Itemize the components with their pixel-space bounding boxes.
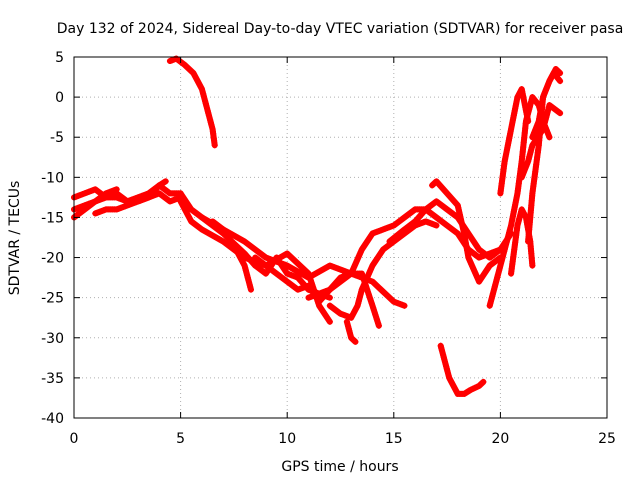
series-markers: [529, 66, 564, 141]
ticks: 0 5 10 15 20 25 5 0 -5 -10 -15 -20 -25 -30 -35 -40: [41, 50, 616, 447]
x-tick-label: 10: [278, 431, 296, 447]
series-markers: [437, 342, 487, 397]
series-sat-v: [529, 66, 564, 141]
series-markers: [177, 190, 408, 309]
series-sat-o: [429, 178, 504, 285]
y-tick-label: -25: [41, 291, 64, 307]
x-axis-label: GPS time / hours: [281, 459, 398, 475]
series-markers: [343, 318, 359, 345]
plot-frame: [73, 56, 608, 419]
series-layer: [71, 55, 564, 397]
series-sat-u: [518, 102, 564, 181]
series-markers: [166, 55, 218, 149]
y-tick-label: -40: [41, 411, 64, 427]
y-tick-label: -35: [41, 371, 64, 387]
y-tick-label: -10: [41, 170, 64, 186]
y-tick-label: 5: [55, 50, 64, 66]
x-tick-label: 15: [385, 431, 403, 447]
series-markers: [497, 86, 532, 197]
series-sat-m: [343, 318, 359, 345]
series-markers: [209, 218, 254, 293]
x-tick-label: 25: [598, 431, 616, 447]
series-markers: [518, 102, 564, 181]
series-sat-c: [71, 186, 120, 221]
series-sat-p: [437, 342, 487, 397]
series-sat-d: [92, 178, 169, 217]
series-markers: [429, 178, 504, 285]
x-tick-label: 5: [176, 431, 185, 447]
series-sat-n: [386, 198, 504, 261]
x-tick-label: 20: [491, 431, 509, 447]
y-tick-label: -15: [41, 210, 64, 226]
y-tick-label: -5: [50, 130, 64, 146]
series-sat-i: [209, 218, 254, 293]
series-markers: [92, 178, 169, 217]
x-tick-label: 0: [70, 431, 79, 447]
y-tick-label: 0: [55, 90, 64, 106]
y-axis-label: SDTVAR / TECUs: [7, 181, 23, 296]
chart-title: Day 132 of 2024, Sidereal Day-to-day VTE…: [57, 21, 624, 37]
series-sat-e: [166, 55, 218, 149]
series-sat-f: [177, 190, 408, 309]
y-tick-label: -30: [41, 331, 64, 347]
series-sat-r: [497, 86, 532, 197]
y-tick-label: -20: [41, 251, 64, 267]
